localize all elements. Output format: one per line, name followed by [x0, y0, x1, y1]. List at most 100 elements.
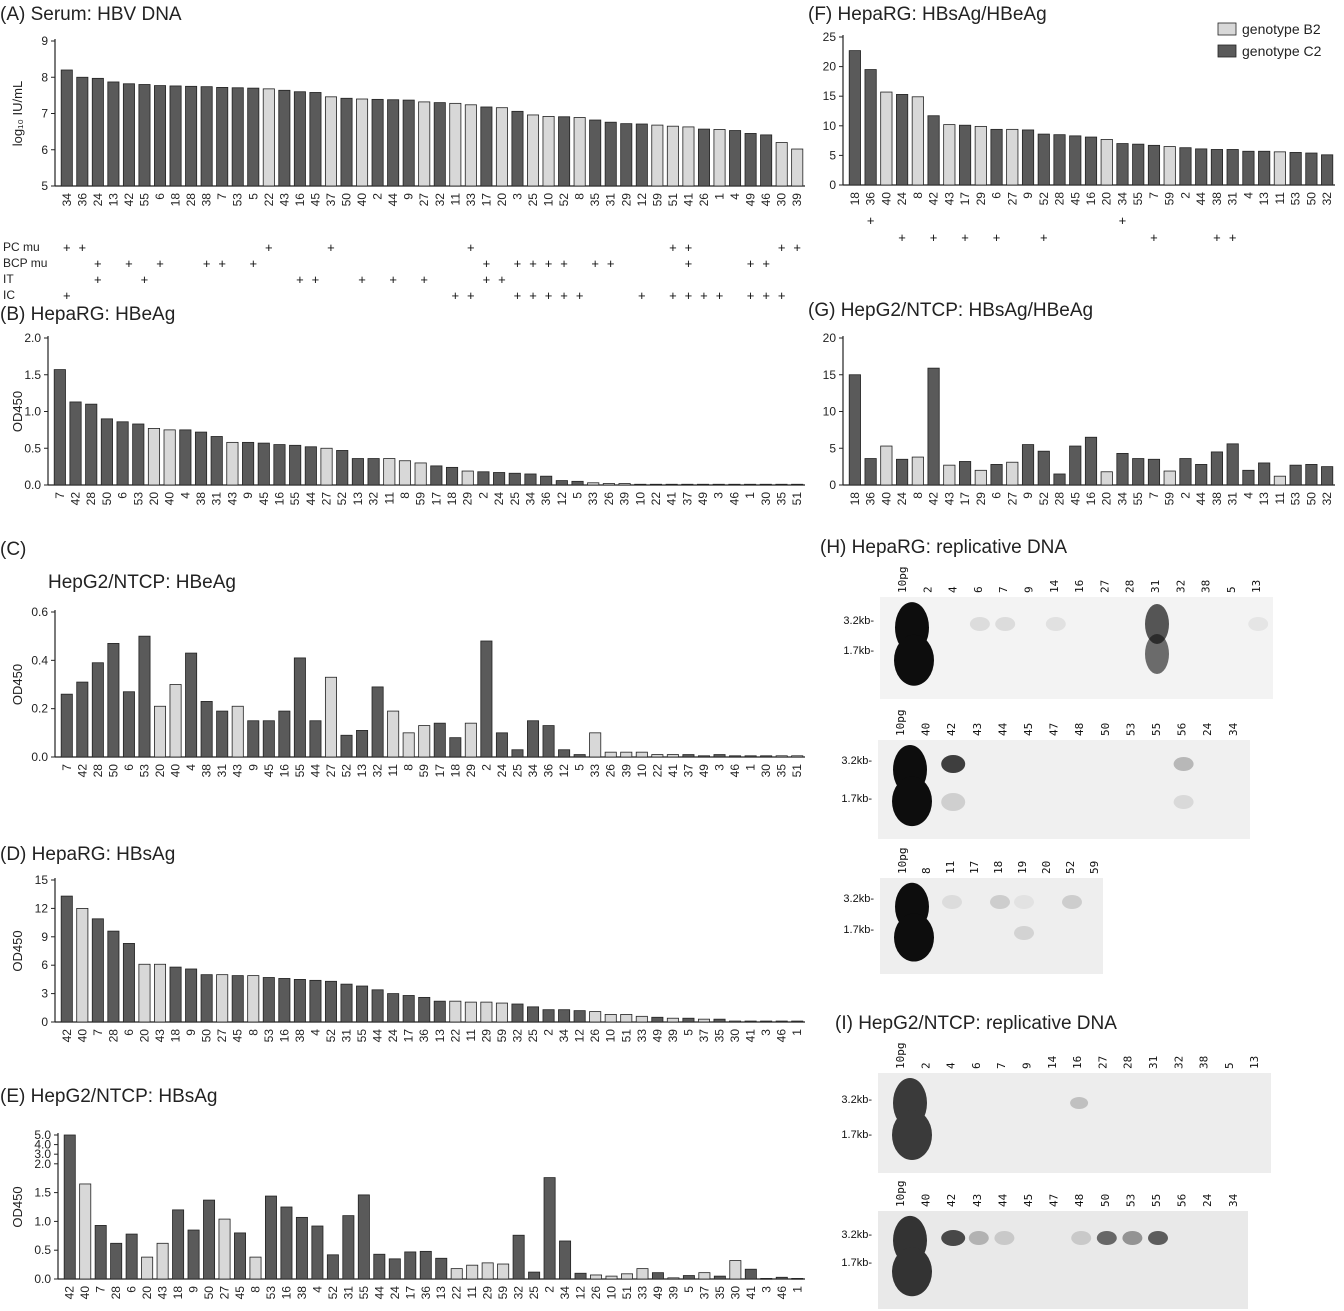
bar-F-2	[1179, 147, 1192, 186]
x-tick-label: 49	[696, 492, 710, 506]
bar-C-29	[464, 722, 477, 758]
bar-E-50	[203, 1199, 216, 1280]
bar-A-51	[666, 125, 679, 187]
y-tick-label: 5	[829, 148, 836, 162]
bar-D-39	[666, 1017, 679, 1023]
x-tick-label: 24	[895, 492, 909, 506]
lane-label: 19	[1016, 861, 1029, 874]
x-tick-label: 2	[1178, 492, 1192, 499]
bar-B-2	[477, 471, 490, 486]
bar-B-20	[147, 428, 161, 486]
x-tick-label: 12	[573, 1029, 587, 1043]
x-tick-label: 3	[713, 764, 727, 771]
x-tick-label: 9	[241, 492, 255, 499]
x-tick-label: 6	[153, 193, 167, 200]
lane-label: 11	[944, 861, 957, 874]
bar-C-52	[340, 734, 353, 758]
bar-E-53	[264, 1195, 277, 1280]
plus-mark: +	[685, 240, 693, 255]
x-tick-label: 59	[1163, 492, 1177, 506]
x-tick-label: 46	[759, 193, 773, 207]
bar-A-53	[231, 87, 244, 187]
bar-E-22	[450, 1268, 463, 1280]
y-tick-label: 15	[823, 89, 837, 103]
bar-B-28	[85, 403, 98, 486]
bar-D-35	[713, 1018, 726, 1023]
bar-D-5	[682, 1017, 695, 1023]
y-tick-label: 2.0	[34, 1157, 51, 1171]
x-tick-label: 27	[320, 492, 334, 506]
bar-E-28	[110, 1242, 123, 1280]
bar-B-42	[69, 401, 82, 486]
bar-G-32	[1321, 466, 1334, 486]
x-tick-label: 35	[713, 1029, 727, 1043]
bar-B-44	[304, 446, 317, 486]
chart-panel-E: (E) HepG2/NTCP: HBsAg OD450 0.0 0.5 1.0 1.5 2.…	[0, 1086, 805, 1299]
bar-C-51	[791, 755, 804, 758]
bar-E-24	[388, 1258, 401, 1280]
x-tick-label: 5	[681, 1029, 695, 1036]
lane-label: 59	[1088, 861, 1101, 874]
x-tick-label: 37	[697, 1286, 711, 1300]
lane-label: 34	[1227, 1193, 1240, 1207]
blot-background	[878, 1073, 1271, 1173]
x-tick-label: 4	[1241, 492, 1255, 499]
y-tick-label: 9	[41, 34, 48, 48]
bar-A-7	[216, 87, 229, 187]
x-tick-label: 18	[171, 1286, 185, 1300]
x-tick-label: 55	[355, 1029, 369, 1043]
blot-band-43	[968, 1231, 989, 1245]
blot-marker-band	[894, 913, 934, 962]
lane-label: 5	[1223, 1062, 1236, 1069]
x-tick-label: 39	[619, 764, 633, 778]
lane-label: 14	[1046, 1055, 1059, 1069]
plus-mark: +	[1213, 230, 1221, 245]
plus-mark: +	[898, 230, 906, 245]
x-tick-label: 46	[775, 1029, 789, 1043]
lane-label: 47	[1048, 723, 1061, 736]
x-tick-label: 1	[744, 764, 758, 771]
plus-mark: +	[560, 256, 568, 271]
blot-band-55	[1148, 1231, 1168, 1245]
x-tick-label: 38	[295, 1286, 309, 1300]
x-tick-label: 13	[106, 193, 120, 207]
bar-E-3	[760, 1278, 773, 1280]
bar-B-37	[681, 483, 694, 486]
lane-label: 8	[920, 867, 933, 874]
bar-B-50	[100, 418, 113, 486]
bar-D-18	[169, 966, 182, 1023]
x-tick-label: 3	[712, 492, 726, 499]
x-tick-label: 45	[1068, 492, 1082, 506]
bar-C-59	[418, 725, 431, 758]
bar-A-20	[495, 107, 508, 187]
x-tick-label: 55	[1131, 192, 1145, 206]
plus-mark: +	[591, 256, 599, 271]
bar-A-1	[713, 129, 726, 187]
x-tick-label: 49	[744, 193, 758, 207]
bar-A-30	[775, 142, 788, 187]
x-tick-label: 16	[1084, 492, 1098, 506]
bar-C-35	[775, 755, 788, 758]
x-tick-label: 37	[680, 492, 694, 506]
bar-E-31	[342, 1215, 355, 1280]
x-tick-label: 18	[448, 764, 462, 778]
x-tick-label: 52	[1037, 492, 1051, 506]
y-tick-label: 1.5	[34, 1186, 51, 1200]
x-tick-label: 8	[248, 1286, 262, 1293]
x-tick-label: 44	[372, 1286, 386, 1300]
bar-G-31	[1226, 443, 1239, 486]
x-tick-label: 11	[382, 492, 396, 505]
x-tick-label: 29	[974, 492, 988, 506]
plus-mark: +	[1040, 230, 1048, 245]
lane-label: 13	[1248, 1056, 1261, 1069]
x-tick-label: 30	[728, 1029, 742, 1043]
lane-label: 6	[972, 586, 985, 593]
plus-mark: +	[420, 272, 428, 287]
x-tick-label: 34	[60, 193, 74, 207]
lane-label: 18	[992, 861, 1005, 874]
y-tick-label: 0	[829, 178, 836, 192]
blot-band-42	[941, 755, 966, 773]
plus-mark: +	[545, 256, 553, 271]
blot-membrane	[880, 597, 1273, 699]
lane-label: 45	[1022, 723, 1035, 736]
